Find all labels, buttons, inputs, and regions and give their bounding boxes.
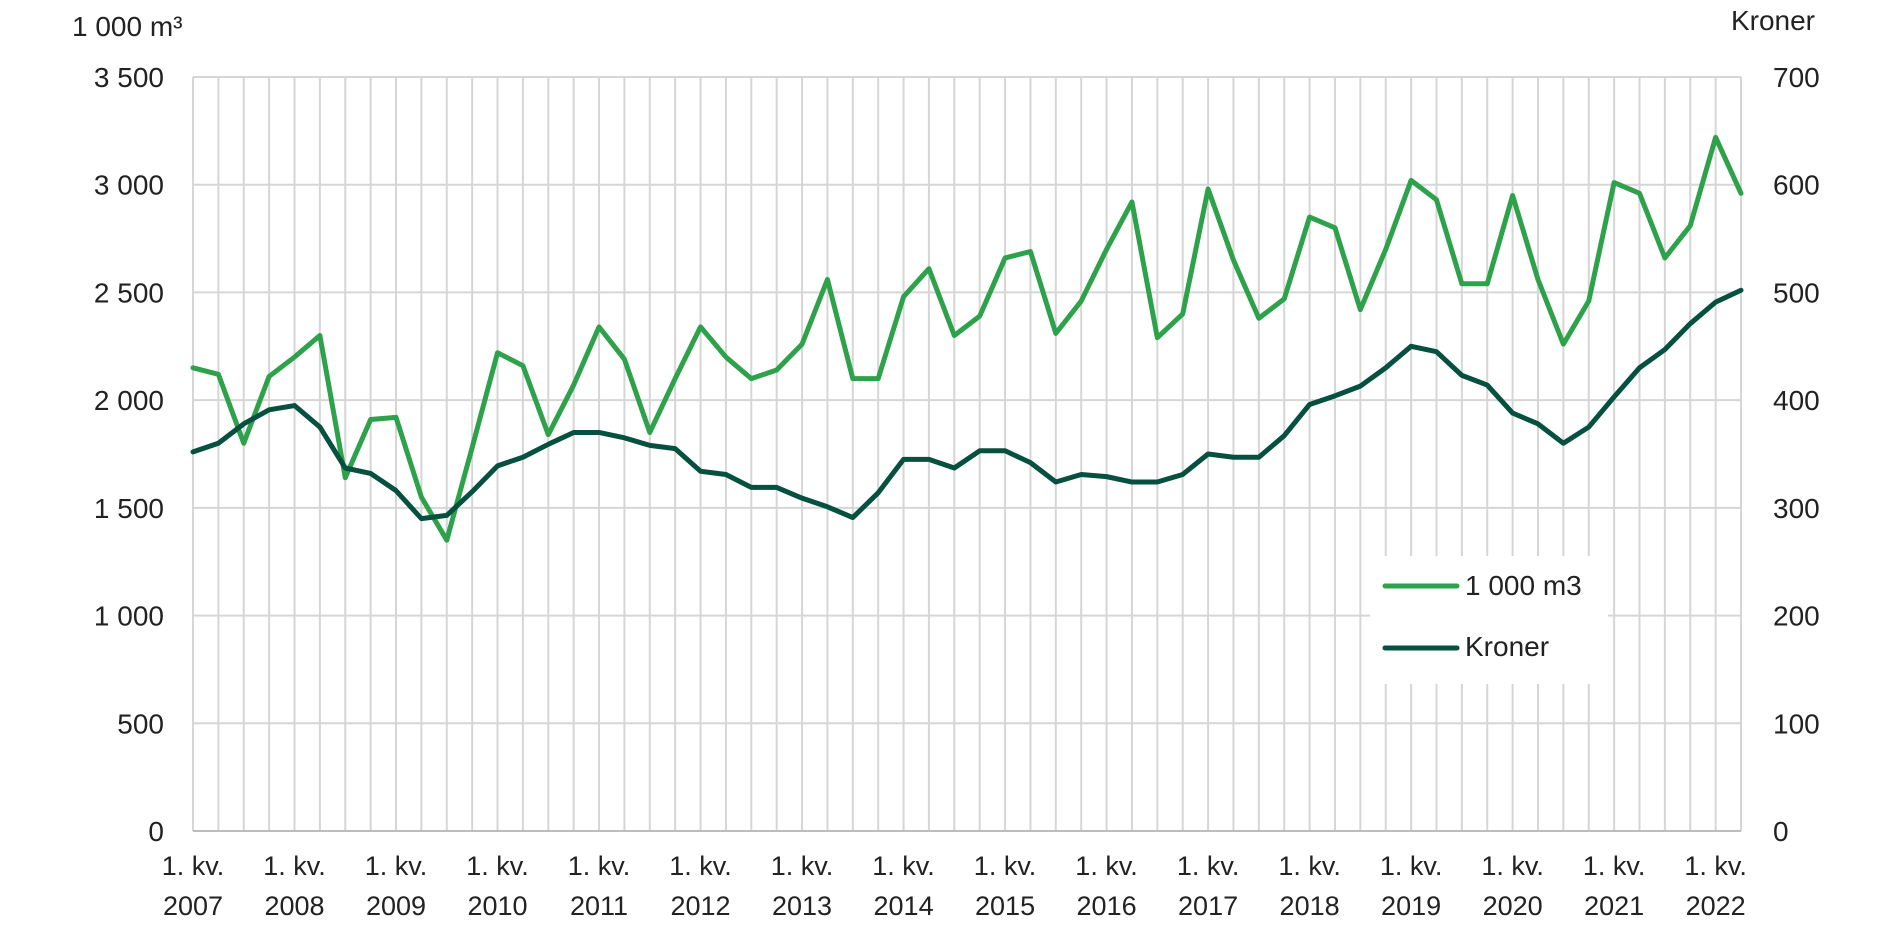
left-tick-label: 3 000 (94, 170, 164, 201)
x-tick-label-year: 2017 (1178, 891, 1238, 921)
right-tick-label: 400 (1773, 385, 1820, 416)
x-axis-ticks: 1. kv. 2007 1. kv. 2008 1. kv. 2009 1. kv. 2010… (162, 851, 1747, 921)
x-tick-label-year: 2009 (366, 891, 426, 921)
x-tick-label-quarter: 1. kv. (1075, 851, 1138, 881)
x-tick-label-quarter: 1. kv. (365, 851, 428, 881)
series-line-kroner (190, 287, 1744, 522)
x-tick-label-year: 2013 (772, 891, 832, 921)
x-tick-label-quarter: 1. kv. (1177, 851, 1240, 881)
x-tick-label-quarter: 1. kv. (466, 851, 529, 881)
x-tick-label-year: 2016 (1077, 891, 1137, 921)
left-axis-ticks: 0 500 1 000 1 500 2 000 2 500 3 000 3 500 (94, 62, 164, 847)
left-tick-label: 3 500 (94, 62, 164, 93)
legend-background (1370, 556, 1608, 684)
right-tick-label: 200 (1773, 601, 1820, 632)
legend-label-kroner: Kroner (1465, 631, 1549, 662)
x-tick-label-quarter: 1. kv. (1278, 851, 1341, 881)
right-tick-label: 600 (1773, 170, 1820, 201)
right-tick-label: 0 (1773, 816, 1789, 847)
x-tick-label-quarter: 1. kv. (1583, 851, 1646, 881)
legend-label-volume: 1 000 m3 (1465, 570, 1582, 601)
right-tick-label: 700 (1773, 62, 1820, 93)
x-tick-label-quarter: 1. kv. (162, 851, 225, 881)
x-tick-label-quarter: 1. kv. (1481, 851, 1544, 881)
left-tick-label: 500 (117, 708, 164, 739)
x-tick-label-year: 2015 (975, 891, 1035, 921)
x-tick-label-year: 2008 (264, 891, 324, 921)
series-line-volume (190, 134, 1744, 543)
x-tick-label-quarter: 1. kv. (1380, 851, 1443, 881)
left-tick-label: 0 (148, 816, 164, 847)
x-tick-label-year: 2011 (570, 891, 628, 921)
right-tick-label: 100 (1773, 708, 1820, 739)
x-tick-label-quarter: 1. kv. (771, 851, 834, 881)
left-tick-label: 2 500 (94, 277, 164, 308)
x-tick-label-year: 2007 (163, 891, 223, 921)
left-tick-label: 2 000 (94, 385, 164, 416)
right-tick-label: 500 (1773, 277, 1820, 308)
x-tick-label-year: 2014 (874, 891, 934, 921)
right-axis-ticks: 0 100 200 300 400 500 600 700 (1773, 62, 1820, 847)
x-tick-label-quarter: 1. kv. (263, 851, 326, 881)
x-tick-label-year: 2019 (1381, 891, 1441, 921)
x-tick-label-quarter: 1. kv. (568, 851, 631, 881)
right-tick-label: 300 (1773, 493, 1820, 524)
x-tick-label-year: 2020 (1483, 891, 1543, 921)
x-tick-label-year: 2012 (671, 891, 731, 921)
x-tick-label-year: 2022 (1686, 891, 1746, 921)
legend: 1 000 m3 Kroner (1370, 556, 1608, 684)
x-tick-label-quarter: 1. kv. (669, 851, 732, 881)
left-tick-label: 1 000 (94, 601, 164, 632)
x-tick-label-quarter: 1. kv. (872, 851, 935, 881)
x-tick-label-year: 2010 (467, 891, 527, 921)
x-tick-label-year: 2021 (1584, 891, 1644, 921)
x-tick-label-year: 2018 (1280, 891, 1340, 921)
left-tick-label: 1 500 (94, 493, 164, 524)
right-axis-unit-label: Kroner (1731, 5, 1815, 36)
x-tick-label-quarter: 1. kv. (974, 851, 1037, 881)
left-axis-unit-label: 1 000 m³ (72, 11, 183, 42)
series-lines (190, 134, 1744, 543)
x-tick-label-quarter: 1. kv. (1684, 851, 1747, 881)
grid (192, 76, 1742, 832)
